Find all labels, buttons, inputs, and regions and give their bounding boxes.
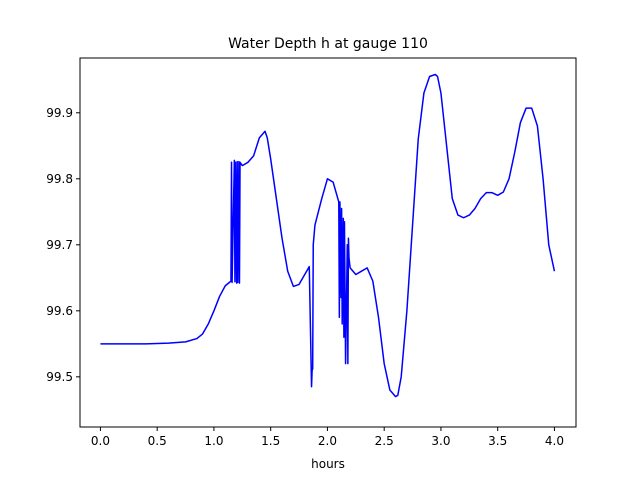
x-axis-ticks: 0.0 0.5 1.0 1.5 2.0 2.5 3.0 3.5 4.0	[91, 427, 564, 448]
x-tick-label: 1.5	[261, 434, 280, 448]
x-tick-label: 2.0	[318, 434, 337, 448]
x-tick-label: 1.0	[204, 434, 223, 448]
x-axis-label: hours	[311, 457, 345, 471]
plot-frame	[79, 57, 577, 428]
y-tick-label: 99.8	[46, 172, 73, 186]
x-tick-label: 0.5	[148, 434, 167, 448]
chart-title: Water Depth h at gauge 110	[228, 36, 428, 52]
series-line-0	[100, 73, 556, 398]
series-group	[100, 73, 556, 398]
x-tick-label: 4.0	[545, 434, 564, 448]
x-tick-label: 0.0	[91, 434, 110, 448]
y-tick-label: 99.7	[46, 238, 73, 252]
x-tick-label: 3.5	[488, 434, 507, 448]
plot-area-border	[79, 57, 577, 428]
y-tick-label: 99.5	[46, 370, 73, 384]
y-tick-label: 99.9	[46, 106, 73, 120]
y-tick-label: 99.6	[46, 304, 73, 318]
y-axis-ticks: 99.5 99.6 99.7 99.8 99.9	[46, 106, 80, 384]
x-tick-label: 2.5	[375, 434, 394, 448]
x-tick-label: 3.0	[431, 434, 450, 448]
